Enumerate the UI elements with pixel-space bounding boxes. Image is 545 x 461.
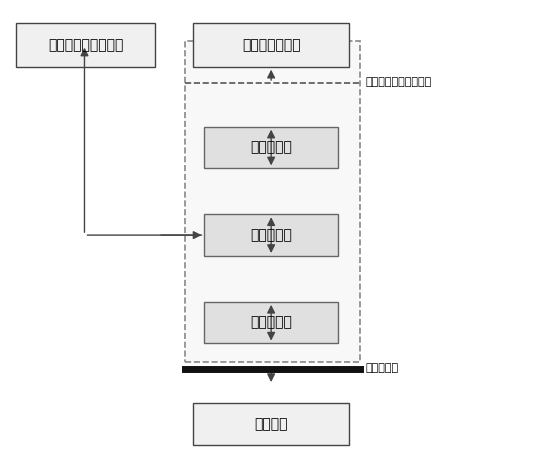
Text: 硬件表示层: 硬件表示层 (250, 316, 292, 330)
FancyBboxPatch shape (204, 302, 338, 343)
FancyBboxPatch shape (193, 23, 349, 67)
FancyBboxPatch shape (16, 23, 155, 67)
FancyBboxPatch shape (204, 127, 338, 168)
Text: 硬件平台: 硬件平台 (255, 417, 288, 431)
Text: 与平台相关应用程序: 与平台相关应用程序 (48, 38, 124, 52)
Text: 硬件接口层: 硬件接口层 (250, 141, 292, 154)
FancyBboxPatch shape (204, 214, 338, 256)
Text: 跨平台应用程序: 跨平台应用程序 (242, 38, 300, 52)
Text: 软硬件边界: 软硬件边界 (365, 363, 398, 373)
Text: 与平台独立的硬件接口: 与平台独立的硬件接口 (365, 77, 432, 87)
FancyBboxPatch shape (193, 403, 349, 445)
Text: 硬件适配层: 硬件适配层 (250, 228, 292, 242)
FancyBboxPatch shape (185, 41, 360, 362)
